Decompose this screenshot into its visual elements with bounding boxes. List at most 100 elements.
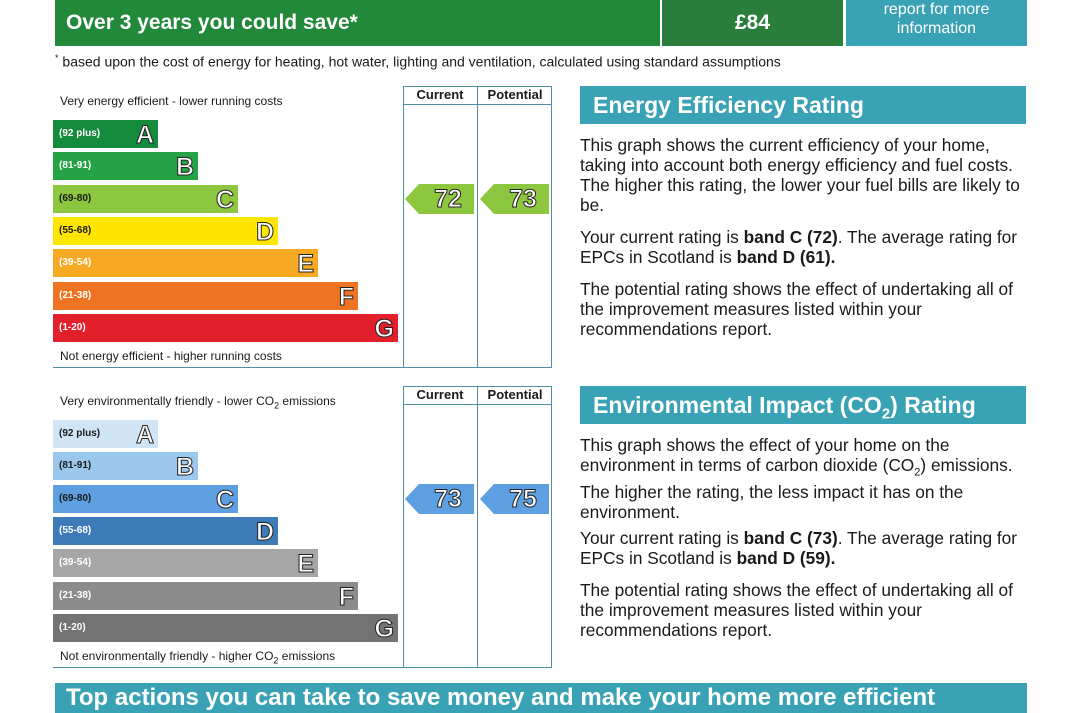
env-paragraph-3: The potential rating shows the effect of… — [580, 580, 1013, 640]
band-range: (81-91) — [59, 160, 92, 172]
potential-rating-value: 75 — [509, 484, 538, 513]
band-letter: D — [255, 517, 274, 546]
chart-bottom-caption: Not environmentally friendly - higher CO… — [60, 649, 335, 665]
band-letter: E — [297, 250, 315, 279]
band-range: (92 plus) — [59, 428, 101, 439]
savings-amount: £84 — [662, 0, 843, 46]
potential-rating-arrow: 75 — [480, 483, 550, 514]
current-rating-arrow: 72 — [405, 183, 475, 214]
band-e: (39-54) E — [53, 249, 318, 279]
caption-text-end: emissions — [278, 649, 336, 663]
text: . The average rating for EPCs in Scotlan… — [580, 528, 1018, 568]
header-line — [403, 404, 552, 405]
energy-efficiency-chart: Very energy efficient - lower running co… — [53, 86, 553, 368]
band-c: (69-80) C — [53, 484, 238, 514]
band-e: (39-54) E — [53, 549, 318, 579]
caption-subscript: 2 — [274, 400, 280, 411]
band-range: (1-20) — [59, 321, 86, 333]
band-range: (39-54) — [59, 257, 92, 269]
environmental-impact-title: Environmental Impact (CO2) Rating — [580, 386, 1026, 424]
band-letter: B — [175, 453, 194, 482]
header-line — [403, 104, 552, 105]
band-letter: G — [374, 614, 394, 643]
band-d: (55-68) D — [53, 516, 278, 546]
current-band-text: band C (73) — [743, 528, 838, 548]
band-g: (1-20) G — [53, 313, 398, 343]
band-letter: A — [135, 421, 154, 450]
column-divider — [477, 386, 478, 668]
band-b: (81-91) B — [53, 452, 198, 482]
current-column-header: Current — [416, 387, 464, 402]
band-range: (21-38) — [59, 289, 92, 301]
title-text-end: ) Rating — [890, 392, 976, 418]
chart-bottom-caption: Not energy efficient - higher running co… — [60, 349, 282, 363]
band-letter: C — [215, 185, 234, 214]
band-f: (21-38) F — [53, 281, 358, 311]
band-range: (69-80) — [59, 192, 92, 204]
text: This graph shows the effect of your home… — [580, 435, 950, 475]
chart-bottom-line — [53, 367, 403, 368]
title-text: Environmental Impact (CO — [593, 392, 882, 418]
env-paragraph-1: This graph shows the effect of your home… — [580, 435, 1026, 522]
band-letter: A — [135, 121, 154, 150]
band-range: (92 plus) — [59, 128, 101, 139]
report-link-line1[interactable]: report for more — [883, 1, 990, 18]
caption-subscript: 2 — [273, 655, 279, 666]
report-link-box[interactable]: report for more information — [846, 0, 1027, 46]
env-paragraph-2: Your current rating is band C (73). The … — [580, 528, 1026, 568]
caption-text: Not environmentally friendly - higher CO — [60, 649, 274, 663]
text: Your current rating is — [580, 528, 744, 548]
band-letter: B — [175, 153, 194, 182]
band-range: (55-68) — [59, 224, 92, 236]
average-band-text: band D (61). — [736, 247, 836, 267]
band-c: (69-80) C — [53, 184, 238, 214]
band-letter: D — [255, 217, 274, 246]
current-arrow-shape — [405, 483, 474, 514]
band-range: (39-54) — [59, 557, 92, 569]
current-rating-arrow: 73 — [405, 483, 475, 514]
band-letter: E — [297, 550, 315, 579]
caption-text-end: emissions — [279, 394, 336, 408]
energy-paragraph-3: The potential rating shows the effect of… — [580, 279, 1013, 339]
band-range: (81-91) — [59, 460, 92, 472]
potential-rating-value: 73 — [509, 184, 538, 213]
energy-paragraph-1: This graph shows the current efficiency … — [580, 135, 1020, 215]
text: . The average rating for EPCs in Scotlan… — [580, 227, 1018, 267]
chart-top-caption: Very environmentally friendly - lower CO… — [60, 394, 336, 410]
band-letter: G — [374, 314, 394, 343]
top-actions-banner: Top actions you can take to save money a… — [55, 683, 1027, 713]
report-link-line2[interactable]: information — [896, 20, 977, 37]
potential-column-header: Potential — [487, 87, 543, 102]
potential-arrow-shape — [480, 183, 549, 214]
subscript: 2 — [914, 466, 921, 479]
band-a: (92 plus) A — [53, 120, 158, 150]
band-range: (21-38) — [59, 589, 92, 601]
current-column-header: Current — [416, 87, 464, 102]
current-arrow-shape — [405, 183, 474, 214]
chart-top-caption: Very energy efficient - lower running co… — [60, 94, 283, 108]
potential-arrow-fill — [480, 183, 549, 214]
current-arrow-fill — [405, 483, 474, 514]
potential-rating-arrow: 73 — [480, 183, 550, 214]
potential-arrow-shape — [480, 483, 549, 514]
band-letter: F — [338, 282, 354, 311]
band-letter: C — [215, 485, 234, 514]
chart-bottom-line — [53, 667, 403, 668]
average-band-text: band D (59). — [736, 548, 836, 568]
title-subscript: 2 — [881, 405, 891, 423]
band-range: (55-68) — [59, 524, 92, 536]
band-range: (1-20) — [59, 621, 86, 633]
current-rating-value: 72 — [434, 184, 463, 213]
energy-efficiency-title: Energy Efficiency Rating — [580, 86, 1026, 124]
column-divider — [477, 86, 478, 368]
footnote-mark: * — [55, 53, 59, 63]
band-b: (81-91) B — [53, 152, 198, 182]
text: Your current rating is — [580, 227, 744, 247]
band-f: (21-38) F — [53, 581, 358, 611]
current-band-text: band C (72) — [743, 227, 838, 247]
text-end: ) emissions. The higher the rating, the … — [580, 455, 1013, 523]
footnote: * based upon the cost of energy for heat… — [55, 53, 781, 70]
band-d: (55-68) D — [53, 216, 278, 246]
band-g: (1-20) G — [53, 613, 398, 643]
savings-banner: Over 3 years you could save* — [55, 0, 660, 46]
